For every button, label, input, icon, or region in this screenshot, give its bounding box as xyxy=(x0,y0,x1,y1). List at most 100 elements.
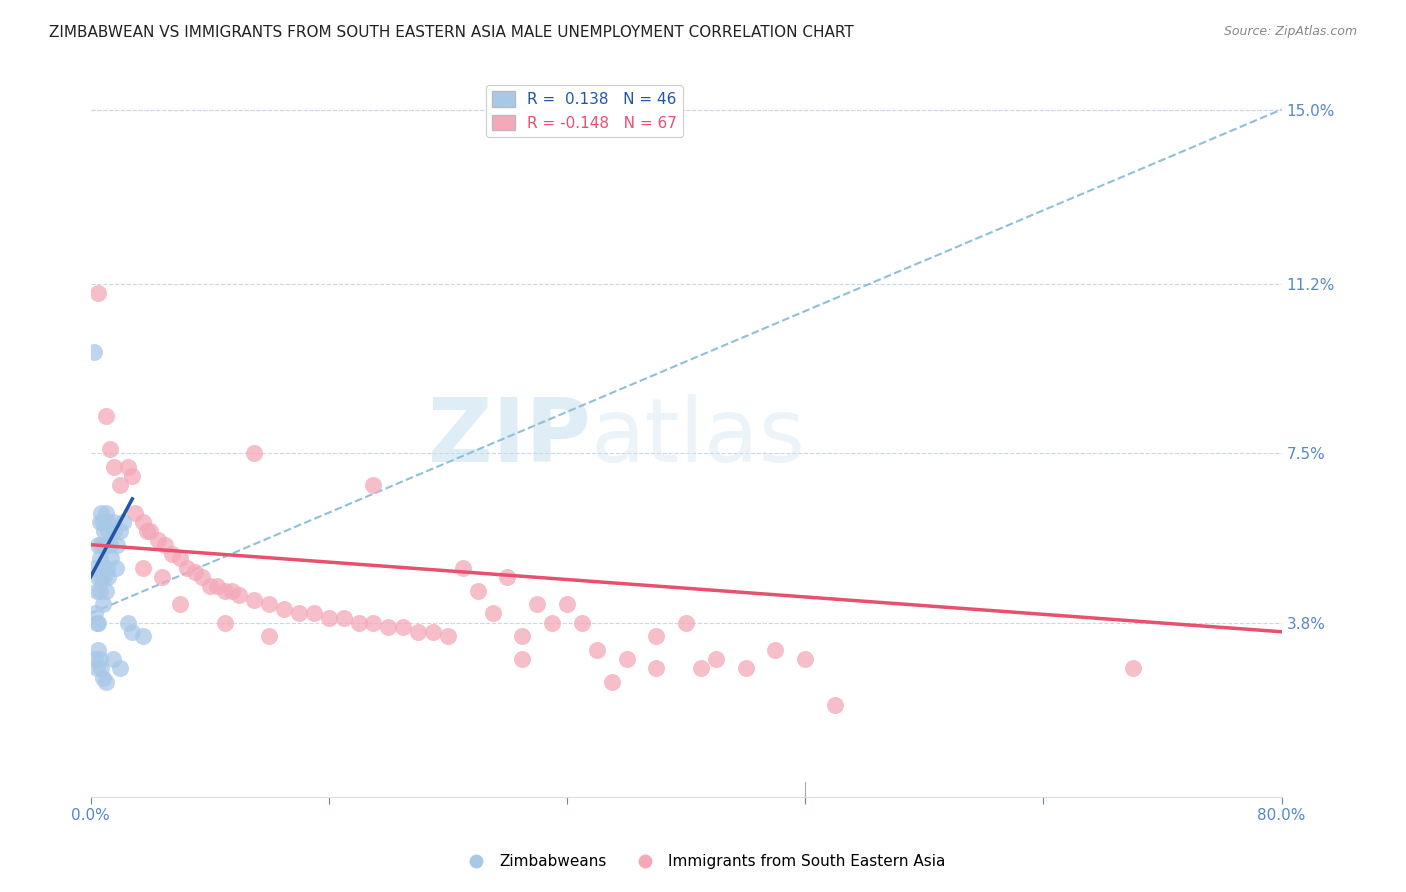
Point xyxy=(91,515,114,529)
Point xyxy=(198,579,221,593)
Point xyxy=(94,409,117,424)
Point xyxy=(121,469,143,483)
Point xyxy=(221,583,243,598)
Point xyxy=(97,570,120,584)
Point xyxy=(191,570,214,584)
Point xyxy=(89,551,111,566)
Point xyxy=(184,565,207,579)
Point xyxy=(96,560,118,574)
Point xyxy=(363,615,385,630)
Point xyxy=(273,602,295,616)
Point xyxy=(93,524,115,538)
Point xyxy=(824,698,846,712)
Point xyxy=(451,560,474,574)
Point xyxy=(87,570,110,584)
Point xyxy=(132,515,155,529)
Point xyxy=(437,629,460,643)
Point xyxy=(96,515,118,529)
Point xyxy=(112,515,135,529)
Point xyxy=(89,515,111,529)
Point xyxy=(101,652,124,666)
Point xyxy=(87,538,110,552)
Point xyxy=(86,661,108,675)
Point xyxy=(259,597,281,611)
Legend: R =  0.138   N = 46, R = -0.148   N = 67: R = 0.138 N = 46, R = -0.148 N = 67 xyxy=(486,85,683,136)
Point xyxy=(510,629,533,643)
Point xyxy=(98,442,121,456)
Point xyxy=(205,579,228,593)
Point xyxy=(496,570,519,584)
Point xyxy=(169,551,191,566)
Point xyxy=(94,583,117,598)
Point xyxy=(86,615,108,630)
Point xyxy=(110,661,132,675)
Point xyxy=(228,588,250,602)
Point xyxy=(392,620,415,634)
Point xyxy=(214,615,236,630)
Point xyxy=(94,506,117,520)
Point xyxy=(87,643,110,657)
Point xyxy=(90,506,112,520)
Point xyxy=(526,597,548,611)
Point xyxy=(136,524,159,538)
Point xyxy=(600,675,623,690)
Point xyxy=(132,629,155,643)
Point xyxy=(97,524,120,538)
Point xyxy=(90,570,112,584)
Point xyxy=(107,538,129,552)
Point xyxy=(90,661,112,675)
Point xyxy=(91,597,114,611)
Point xyxy=(510,652,533,666)
Point xyxy=(585,643,607,657)
Point xyxy=(121,624,143,639)
Point xyxy=(101,515,124,529)
Point xyxy=(302,607,325,621)
Point xyxy=(110,524,132,538)
Point xyxy=(146,533,169,548)
Point xyxy=(645,661,668,675)
Point xyxy=(93,570,115,584)
Point xyxy=(89,583,111,598)
Point xyxy=(94,538,117,552)
Point xyxy=(84,607,107,621)
Point xyxy=(98,538,121,552)
Point xyxy=(243,446,266,460)
Point xyxy=(103,524,125,538)
Point xyxy=(87,285,110,300)
Point xyxy=(124,506,146,520)
Point xyxy=(763,643,786,657)
Point xyxy=(94,675,117,690)
Point xyxy=(87,615,110,630)
Point xyxy=(690,661,713,675)
Point xyxy=(422,624,444,639)
Point xyxy=(347,615,370,630)
Point xyxy=(363,478,385,492)
Point xyxy=(117,615,139,630)
Point xyxy=(83,345,105,359)
Point xyxy=(84,652,107,666)
Point xyxy=(406,624,429,639)
Legend: Zimbabweans, Immigrants from South Eastern Asia: Zimbabweans, Immigrants from South Easte… xyxy=(456,848,950,875)
Point xyxy=(117,459,139,474)
Point xyxy=(481,607,503,621)
Point xyxy=(288,607,311,621)
Point xyxy=(162,547,184,561)
Point xyxy=(104,560,127,574)
Text: atlas: atlas xyxy=(591,393,806,481)
Point xyxy=(571,615,593,630)
Text: ZIP: ZIP xyxy=(427,393,591,481)
Point xyxy=(91,560,114,574)
Point xyxy=(84,560,107,574)
Point xyxy=(1122,661,1144,675)
Point xyxy=(616,652,638,666)
Point xyxy=(645,629,668,643)
Point xyxy=(541,615,564,630)
Point xyxy=(103,459,125,474)
Point xyxy=(214,583,236,598)
Point xyxy=(153,538,176,552)
Text: ZIMBABWEAN VS IMMIGRANTS FROM SOUTH EASTERN ASIA MALE UNEMPLOYMENT CORRELATION C: ZIMBABWEAN VS IMMIGRANTS FROM SOUTH EAST… xyxy=(49,25,853,40)
Point xyxy=(318,611,340,625)
Point xyxy=(132,560,155,574)
Point xyxy=(734,661,756,675)
Point xyxy=(100,551,122,566)
